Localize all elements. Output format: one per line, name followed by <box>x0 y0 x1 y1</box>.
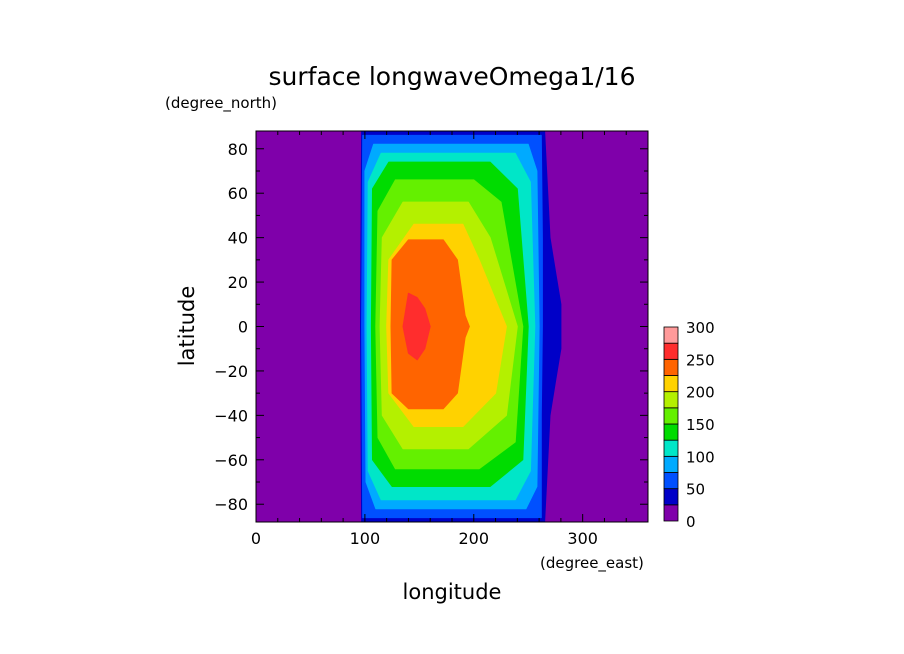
colorbar-label: 250 <box>686 351 715 369</box>
colorbar-swatch <box>663 455 679 473</box>
x-axis-label: longitude <box>403 580 502 604</box>
x-tick-label: 200 <box>459 529 490 548</box>
y-tick-label: −40 <box>214 406 248 425</box>
x-units-label: (degree_east) <box>540 554 644 573</box>
colorbar-label: 0 <box>686 513 696 531</box>
colorbar-label: 150 <box>686 416 715 434</box>
x-axis: 0 100 200 300 <box>251 131 649 548</box>
y-tick-label: 80 <box>228 140 248 159</box>
colorbar-label: 50 <box>686 481 705 499</box>
y-tick-label: −20 <box>214 362 248 381</box>
colorbar-swatch <box>663 488 679 506</box>
y-tick-label: 60 <box>228 184 248 203</box>
colorbar-swatch <box>663 504 679 522</box>
x-tick-label: 300 <box>567 529 598 548</box>
contour-fill-250 <box>402 292 431 361</box>
x-tick-label: 0 <box>251 529 261 548</box>
colorbar-swatch <box>663 358 679 376</box>
colorbar-swatch <box>663 375 679 393</box>
contour-fill-200 <box>390 239 470 410</box>
y-tick-label: 0 <box>238 318 248 337</box>
y-tick-label: 40 <box>228 229 248 248</box>
colorbar-swatch <box>663 472 679 490</box>
colorbar-swatch <box>663 439 679 457</box>
y-tick-label: −80 <box>214 495 248 514</box>
chart-title: surface longwaveOmega1/16 <box>269 62 636 91</box>
colorbar-label: 100 <box>686 448 715 466</box>
colorbar-swatch <box>663 407 679 425</box>
colorbar-label: 300 <box>686 319 715 337</box>
colorbar-swatch <box>663 423 679 441</box>
colorbar-swatch <box>663 342 679 360</box>
colorbar-label: 200 <box>686 384 715 402</box>
colorbar-swatch <box>663 326 679 344</box>
plot-area <box>255 130 649 523</box>
y-axis-label: latitude <box>175 286 199 367</box>
y-units-label: (degree_north) <box>165 94 277 113</box>
colorbar-swatch <box>663 391 679 409</box>
y-axis: −80 −60 −40 −20 0 20 40 60 80 <box>214 140 648 514</box>
colorbar: 0 50 100 150 200 250 300 <box>663 319 715 531</box>
y-tick-label: 20 <box>228 273 248 292</box>
x-tick-label: 100 <box>350 529 381 548</box>
y-tick-label: −60 <box>214 451 248 470</box>
